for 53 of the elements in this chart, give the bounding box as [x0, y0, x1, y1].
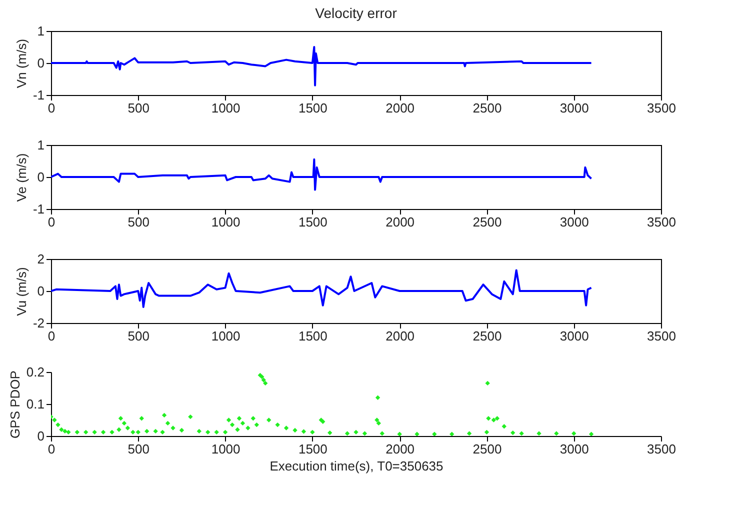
- x-tick-label: 500: [128, 100, 150, 116]
- line-series: [51, 158, 592, 191]
- x-tick-label: 0: [48, 442, 56, 456]
- x-tick-label: 3000: [560, 328, 589, 344]
- y-tick-label: -1: [32, 88, 44, 102]
- x-tick-label: 0: [48, 328, 56, 344]
- x-tick-label: 500: [128, 442, 150, 456]
- x-tick-label: 3000: [560, 442, 589, 456]
- y-tick-label: 0: [37, 428, 44, 444]
- y-axis-title: Vn (m/s): [14, 38, 29, 88]
- x-axis-title: Execution time(s), T0=350635: [270, 458, 444, 474]
- x-tick-label: 1000: [211, 214, 240, 230]
- x-tick-label: 1500: [298, 442, 328, 456]
- y-tick-label: 0: [37, 284, 44, 298]
- y-axis-title: Vu (m/s): [14, 267, 29, 316]
- y-tick-label: 2: [37, 252, 44, 266]
- x-tick-label: 2500: [472, 100, 502, 116]
- y-tick-label: -1: [32, 202, 44, 216]
- x-tick-label: 500: [128, 214, 150, 230]
- x-tick-label: 0: [48, 214, 56, 230]
- y-tick-label: 0: [37, 170, 44, 184]
- y-tick-label: 0.2: [26, 364, 44, 380]
- x-tick-label: 3500: [647, 100, 676, 116]
- x-tick-label: 1000: [211, 100, 240, 116]
- x-tick-label: 2000: [386, 442, 415, 456]
- x-tick-label: 3500: [647, 328, 676, 344]
- x-tick-label: 500: [128, 328, 150, 344]
- x-tick-label: 2500: [472, 442, 502, 456]
- y-tick-label: -2: [32, 316, 44, 330]
- x-tick-label: 3500: [647, 214, 676, 230]
- x-tick-label: 1500: [298, 100, 328, 116]
- x-tick-label: 1000: [211, 442, 240, 456]
- x-tick-label: 3000: [560, 214, 589, 230]
- x-tick-label: 2000: [386, 214, 415, 230]
- y-tick-label: 0.1: [26, 396, 44, 412]
- x-tick-label: 2000: [386, 328, 415, 344]
- x-tick-label: 2000: [386, 100, 415, 116]
- chart-title: Velocity error: [315, 5, 398, 21]
- x-tick-label: 3500: [647, 442, 676, 456]
- line-series: [51, 46, 592, 86]
- x-tick-label: 2500: [472, 328, 502, 344]
- y-axis-title: GPS PDOP: [7, 370, 22, 438]
- x-tick-label: 1500: [298, 214, 328, 230]
- y-axis-title: Ve (m/s): [14, 153, 29, 202]
- y-tick-label: 0: [37, 56, 44, 70]
- y-tick-label: 1: [37, 24, 44, 38]
- line-series: [51, 269, 592, 308]
- x-tick-label: 1500: [298, 328, 328, 344]
- y-tick-label: 1: [37, 138, 44, 152]
- x-tick-label: 1000: [211, 328, 240, 344]
- x-tick-label: 0: [48, 100, 56, 116]
- x-tick-label: 3000: [560, 100, 589, 116]
- x-tick-label: 2500: [472, 214, 502, 230]
